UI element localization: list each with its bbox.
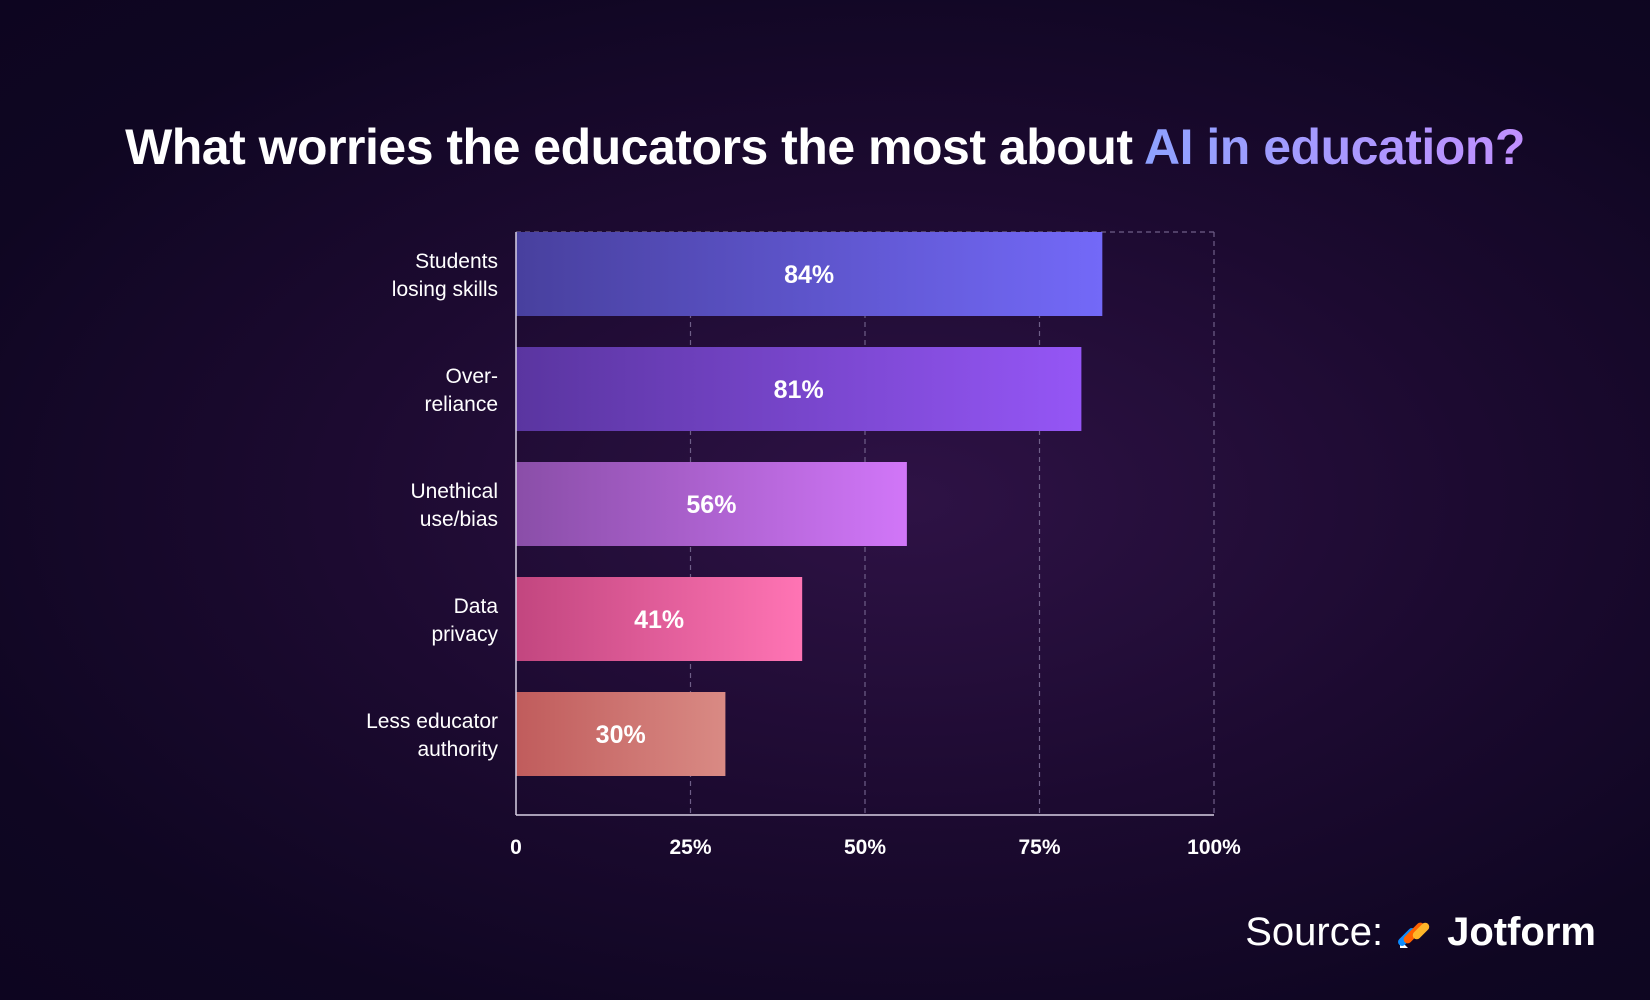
category-label: Less educator authority [366,710,498,761]
bar-value-label: 84% [784,261,834,289]
x-tick-label: 25% [669,836,711,859]
bar [516,692,726,776]
bar [516,232,1103,316]
bar [516,577,803,661]
category-label-line: privacy [431,623,498,646]
jotform-logo-icon [1398,922,1430,948]
title-prefix: What worries the educators the most abou… [125,119,1145,175]
source-label: Source: [1245,910,1384,954]
category-label-line: Unethical [410,480,498,503]
bar-value-label: 56% [686,491,736,519]
category-label-line: reliance [424,393,498,416]
category-label: Data privacy [431,595,498,646]
bar [516,347,1082,431]
bar-value-label: 30% [596,721,646,749]
x-tick-label: 75% [1018,836,1060,859]
bar-value-label: 81% [774,376,824,404]
x-tick-label: 0 [510,836,522,859]
category-label-line: authority [417,738,498,761]
title-highlight: AI in education? [1144,119,1525,175]
category-label-line: Less educator [366,710,498,733]
category-label-line: Students [415,250,498,273]
x-tick-label: 100% [1187,836,1241,859]
source-credit: Source: Jotform [1245,910,1596,955]
bar-value-label: 41% [634,606,684,634]
bar [516,462,907,546]
category-label-line: Over- [446,365,499,388]
category-label-line: use/bias [420,508,498,531]
category-label: Over-reliance [424,365,498,416]
category-label-line: losing skills [392,278,498,301]
x-tick-label: 50% [844,836,886,859]
chart-title: What worries the educators the most abou… [0,118,1650,176]
category-label: Students losing skills [392,250,498,301]
category-label: Unethical use/bias [410,480,498,531]
category-label-line: Data [454,595,499,618]
brand-name: Jotform [1447,910,1596,954]
